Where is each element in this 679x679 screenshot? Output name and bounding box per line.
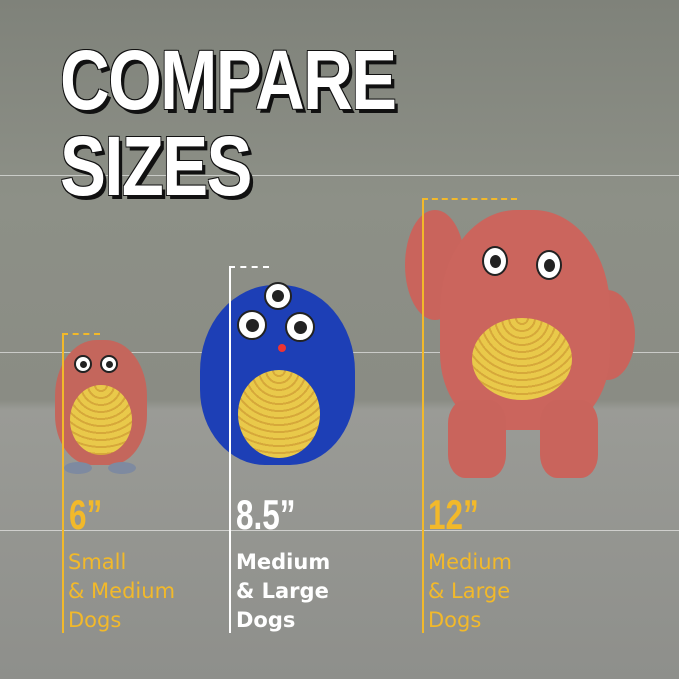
label-line: Medium [428, 550, 512, 574]
label-line: Dogs [236, 608, 296, 632]
label-line: Dogs [428, 608, 482, 632]
size-label-6in: Small & Medium Dogs [68, 548, 175, 635]
size-bar-8-5in [229, 266, 231, 633]
size-top-marker [62, 333, 100, 335]
title-line-1: COMPARE [60, 33, 397, 127]
guide-line [0, 530, 679, 531]
label-line: & Large [428, 579, 511, 603]
size-bar-6in [62, 333, 64, 633]
size-12in: 12” [428, 491, 479, 538]
size-label-8-5in: Medium & Large Dogs [236, 548, 330, 635]
size-top-marker [229, 266, 269, 268]
label-line: & Medium [68, 579, 176, 603]
guide-line [0, 175, 679, 176]
label-line: Small [68, 550, 127, 574]
label-line: Dogs [68, 608, 122, 632]
title-line-2: SIZES [60, 119, 252, 213]
size-top-marker [422, 198, 517, 200]
size-6in: 6” [69, 491, 103, 538]
label-line: Medium [236, 550, 331, 574]
size-8-5in: 8.5” [236, 491, 296, 538]
label-line: & Large [236, 579, 329, 603]
size-bar-12in [422, 198, 424, 633]
size-label-12in: Medium & Large Dogs [428, 548, 512, 635]
